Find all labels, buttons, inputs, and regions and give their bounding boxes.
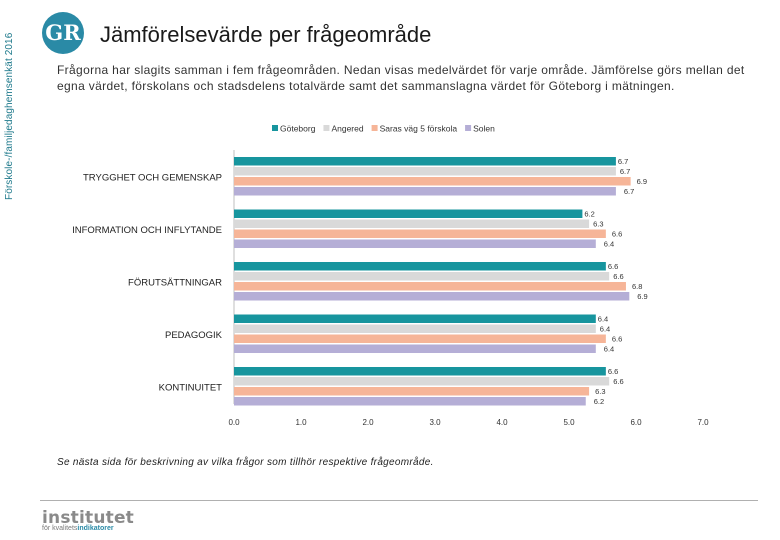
legend-swatch-1 (323, 125, 330, 131)
footnote: Se nästa sida för beskrivning av vilka f… (57, 457, 434, 468)
bar (234, 324, 596, 333)
data-label: 6.3 (593, 220, 603, 229)
x-tick-label: 4.0 (496, 418, 508, 427)
data-label: 6.9 (637, 177, 647, 186)
legend-label-3: Solen (473, 124, 495, 134)
data-label: 6.4 (598, 315, 608, 324)
data-label: 6.6 (608, 262, 618, 271)
bar (234, 229, 606, 238)
bar (234, 167, 616, 176)
x-tick-label: 1.0 (295, 418, 307, 427)
institutet-logo: institutet för kvalitetsindikatorer (42, 508, 134, 532)
legend-label-0: Göteborg (280, 124, 316, 134)
bar (234, 177, 631, 186)
bar (234, 272, 610, 281)
page-title: Jämförelsevärde per frågeområde (100, 22, 432, 47)
bar (234, 262, 606, 271)
bar (234, 239, 596, 248)
description: Frågorna har slagits samman i fem frågeo… (57, 63, 745, 93)
bar (234, 367, 606, 376)
legend-label-1: Angered (331, 124, 363, 134)
category-label: KONTINUITET (159, 382, 223, 393)
data-label: 6.6 (613, 272, 623, 281)
bar (234, 219, 590, 228)
category-label: TRYGGHET OCH GEMENSKAP (83, 172, 222, 183)
x-tick-label: 0.0 (228, 418, 240, 427)
data-label: 6.6 (608, 367, 618, 376)
gr-logo: GR (42, 12, 84, 54)
data-label: 6.9 (637, 292, 647, 301)
data-label: 6.7 (624, 187, 634, 196)
bar (234, 187, 616, 196)
divider (40, 500, 758, 501)
bar (234, 209, 583, 218)
bar (234, 334, 606, 343)
legend-swatch-0 (272, 125, 278, 131)
data-label: 6.2 (584, 210, 594, 219)
institutet-subtitle: för kvalitetsindikatorer (42, 525, 114, 532)
category-label: FÖRUTSÄTTNINGAR (128, 277, 222, 288)
x-tick-label: 3.0 (429, 418, 441, 427)
bar (234, 157, 616, 166)
bar (234, 344, 596, 353)
institutet-name: institutet (42, 508, 135, 528)
bar (234, 387, 590, 396)
x-tick-label: 7.0 (697, 418, 709, 427)
data-label: 6.6 (613, 377, 623, 386)
legend-swatch-3 (465, 125, 472, 131)
x-tick-label: 6.0 (630, 418, 642, 427)
bar (234, 282, 626, 291)
data-label: 6.7 (620, 167, 630, 176)
data-label: 6.6 (612, 230, 622, 239)
category-label: INFORMATION OCH INFLYTANDE (72, 225, 222, 236)
data-label: 6.3 (595, 387, 605, 396)
data-label: 6.4 (600, 325, 610, 334)
category-label: PEDAGOGIK (165, 330, 223, 341)
legend-label-2: Saras väg 5 förskola (380, 124, 458, 134)
bar (234, 292, 630, 301)
legend-swatch-2 (371, 125, 378, 131)
data-label: 6.4 (604, 240, 614, 249)
data-label: 6.2 (594, 397, 604, 406)
bar (234, 377, 610, 386)
x-tick-label: 2.0 (362, 418, 374, 427)
x-tick-label: 5.0 (563, 418, 575, 427)
data-label: 6.8 (632, 282, 642, 291)
data-label: 6.6 (612, 335, 622, 344)
bar (234, 314, 596, 323)
bar (234, 397, 586, 406)
data-label: 6.7 (618, 157, 628, 166)
data-label: 6.4 (604, 345, 614, 354)
